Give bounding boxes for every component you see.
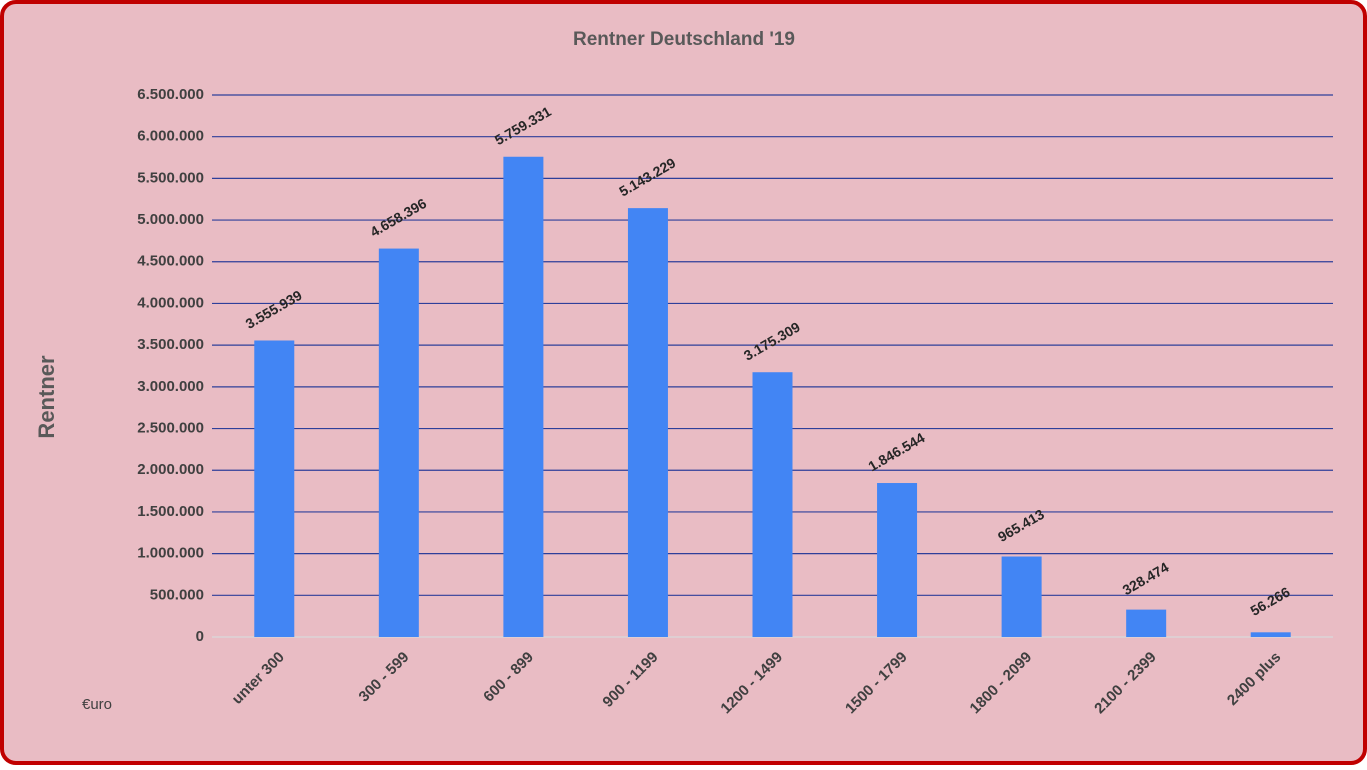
y-tick-label: 2.000.000 [137,461,204,478]
y-tick-label: 2.500.000 [137,420,204,437]
y-tick-label: 5.000.000 [137,211,204,228]
bar [254,340,295,637]
y-tick-label: 5.500.000 [137,169,204,186]
bar [378,248,419,637]
y-axis-label: Rentner [34,355,59,439]
bar [1001,556,1042,637]
bar [503,156,544,637]
y-tick-label: 6.500.000 [137,86,204,103]
y-tick-label: 0 [196,628,204,645]
y-tick-label: 500.000 [150,586,204,603]
y-tick-label: 1.500.000 [137,503,204,520]
bar [752,372,793,637]
chart-title: Rentner Deutschland '19 [573,29,795,50]
y-tick-label: 6.000.000 [137,128,204,145]
bar [627,208,668,637]
bar [1126,609,1167,637]
y-tick-label: 4.500.000 [137,253,204,270]
bar [877,483,918,637]
bar [1250,632,1291,637]
y-tick-label: 4.000.000 [137,294,204,311]
annotation: €uro [82,696,112,713]
y-tick-label: 3.500.000 [137,336,204,353]
y-tick-label: 3.000.000 [137,378,204,395]
y-tick-label: 1.000.000 [137,545,204,562]
